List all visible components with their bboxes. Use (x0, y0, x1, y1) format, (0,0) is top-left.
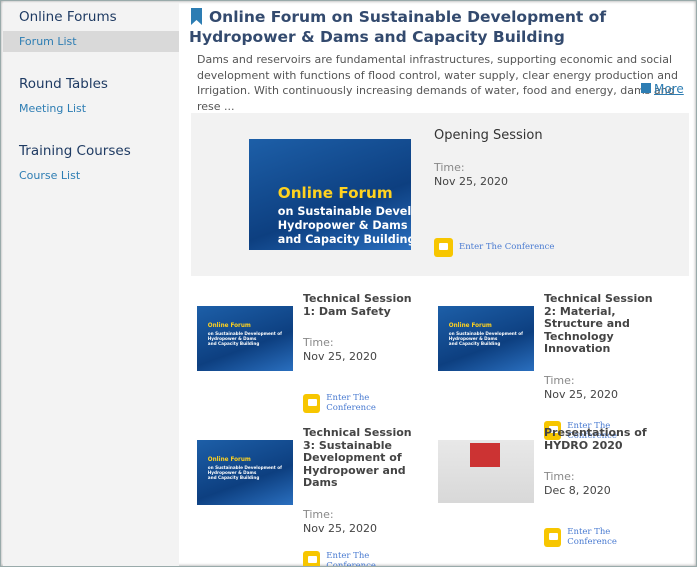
session-title: Technical Session 3: Sustainable Develop… (303, 426, 412, 489)
poster-title: Online Forum (207, 322, 251, 329)
thumbnail (438, 440, 534, 503)
poster-subtitle: and Capacity Building (277, 233, 411, 247)
button-text[interactable]: Enter The Conference (326, 550, 376, 567)
poster-subtitle: Hydropower & Dams (277, 219, 408, 232)
enter-button[interactable]: Enter The Conference (303, 393, 413, 413)
session-date: Nov 25, 2020 (303, 521, 377, 535)
poster-subtitle: on Sustainable Development of (448, 330, 523, 336)
poster-title: Online Forum (207, 456, 251, 463)
poster-subtitle: and Capacity Building (207, 475, 260, 481)
session-info: Technical Session 1: Dam Safety Time: Nov … (303, 292, 413, 413)
button-text[interactable]: Enter The Conference (567, 420, 617, 441)
session-title: Presentations of HYDRO 2020 (544, 426, 647, 452)
poster-subtitle: and Capacity Building (448, 341, 501, 347)
nav-link[interactable]: Meeting List (19, 102, 87, 115)
session-info: Presentations of HYDRO 2020 Time: Dec 8, 2… (544, 426, 654, 547)
main: Online Forum on Sustainable Development … (180, 3, 696, 566)
time-label: Time: (544, 373, 575, 387)
button-text[interactable]: Enter The Conference (459, 242, 555, 252)
session-date: Dec 8, 2020 (544, 484, 611, 497)
poster-subtitle: Hydropower & Dams (207, 470, 257, 475)
section-title: Round Tables (19, 76, 108, 92)
description: Dams and reservoirs are fundamental infr… (197, 53, 678, 113)
nav-link[interactable]: Course List (19, 169, 81, 182)
session-card: Online Forum on Sustainable Development o… (197, 292, 427, 423)
more-link[interactable]: More (641, 82, 684, 96)
session-info: Opening Session Time: Nov 25, 2020 Enter Th… (434, 128, 664, 257)
section-title: Online Forums (19, 9, 117, 25)
time-label: Time: (303, 507, 334, 521)
session-info: Technical Session 3: Sustainable Develop… (303, 426, 413, 567)
more-text[interactable]: More (654, 82, 684, 96)
poster-subtitle: on Sustainable Development of (207, 330, 282, 336)
session-card: Online Forum on Sustainable Development o… (438, 292, 668, 441)
sidebar: Online Forums Forum List Round Tables Meeti… (3, 3, 179, 566)
time-label: Time: (303, 336, 334, 349)
session-date: Nov 25, 2020 (544, 387, 618, 401)
poster-subtitle: Hydropower & Dams (448, 336, 498, 341)
poster-subtitle: on Sustainable Development of (207, 464, 282, 470)
button-text[interactable]: Enter The Conference (326, 393, 376, 413)
page-title: Online Forum on Sustainable Development … (189, 8, 607, 46)
nav-link[interactable]: Forum List (3, 31, 179, 52)
poster-subtitle: on Sustainable Development of (277, 204, 411, 218)
session-title: Technical Session 1: Dam Safety (303, 292, 412, 318)
enter-button[interactable]: Enter The Conference (434, 237, 664, 257)
featured-session: Online Forum on Sustainable Development o… (191, 113, 689, 276)
section-title: Training Courses (19, 143, 131, 159)
thumb-banner (470, 443, 500, 467)
session-date: Nov 25, 2020 (303, 350, 377, 363)
enter-button[interactable]: Enter The Conference (544, 421, 654, 441)
poster-title: Online Forum (277, 183, 393, 202)
time-label: Time: (544, 470, 575, 483)
button-icon[interactable] (303, 551, 321, 566)
session-info: Technical Session 2: Material, Structure… (544, 292, 654, 441)
thumbnail: Online Forum on Sustainable Development o… (249, 139, 411, 250)
time-label: Time: (434, 160, 465, 174)
poster-subtitle: Hydropower & Dams (207, 336, 257, 341)
button-icon[interactable] (544, 421, 562, 440)
enter-button[interactable]: Enter The Conference (303, 550, 413, 567)
button-icon[interactable] (544, 527, 562, 547)
enter-button[interactable]: Enter The Conference (544, 527, 654, 547)
button-icon[interactable] (303, 393, 321, 413)
button-text[interactable]: Enter The Conference (567, 527, 617, 547)
session-card: Online Forum on Sustainable Development o… (197, 426, 427, 566)
poster-subtitle: and Capacity Building (207, 341, 260, 347)
button-icon[interactable] (434, 237, 453, 257)
session-title: Opening Session (434, 128, 543, 143)
session-title: Technical Session 2: Material, Structure… (544, 292, 653, 355)
session-card: Presentations of HYDRO 2020 Time: Dec 8, 2… (438, 426, 668, 557)
bookmark-icon (191, 8, 202, 25)
session-date: Nov 25, 2020 (434, 174, 508, 188)
poster-title: Online Forum (448, 322, 492, 329)
